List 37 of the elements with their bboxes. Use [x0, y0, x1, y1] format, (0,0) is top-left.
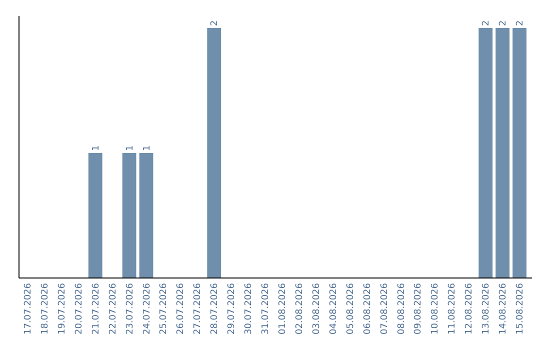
x-tick-label: 21.07.2026 — [91, 282, 102, 335]
x-tick-label: 18.07.2026 — [40, 282, 50, 335]
x-tick-label: 31.07.2026 — [261, 282, 272, 335]
data-label: 1 — [142, 145, 152, 151]
x-tick-label: 04.08.2026 — [328, 282, 339, 335]
x-tick-label: 10.08.2026 — [430, 282, 441, 335]
x-tick-label: 01.08.2026 — [278, 282, 288, 335]
data-label: 1 — [91, 145, 102, 151]
x-tick-label: 30.07.2026 — [244, 282, 254, 335]
x-tick-label: 26.07.2026 — [176, 282, 186, 335]
x-tick-label: 15.08.2026 — [516, 282, 526, 335]
x-tick-label: 02.08.2026 — [294, 282, 305, 335]
x-tick-label: 19.07.2026 — [57, 282, 68, 335]
x-tick-label: 06.08.2026 — [362, 282, 373, 335]
data-label: 1 — [125, 145, 136, 151]
x-tick-label: 11.08.2026 — [448, 282, 458, 335]
x-tick-label: 07.08.2026 — [380, 282, 390, 335]
x-tick-label: 29.07.2026 — [227, 282, 238, 335]
x-tick-label: 25.07.2026 — [159, 282, 170, 335]
x-tick-label: 09.08.2026 — [414, 282, 424, 335]
data-label: 2 — [516, 20, 526, 26]
data-label: 2 — [482, 20, 492, 26]
data-label: 2 — [498, 20, 509, 26]
x-tick-label: 23.07.2026 — [125, 282, 136, 335]
x-tick-label: 17.07.2026 — [23, 282, 34, 335]
x-tick-label: 24.07.2026 — [142, 282, 152, 335]
x-tick-label: 14.08.2026 — [498, 282, 509, 335]
x-tick-label: 22.07.2026 — [108, 282, 118, 335]
x-tick-label: 28.07.2026 — [210, 282, 220, 335]
x-tick-label: 03.08.2026 — [312, 282, 322, 335]
x-tick-label: 27.07.2026 — [193, 282, 204, 335]
x-tick-label: 20.07.2026 — [74, 282, 84, 335]
x-tick-label: 12.08.2026 — [464, 282, 475, 335]
x-tick-label: 13.08.2026 — [482, 282, 492, 335]
x-tick-label: 08.08.2026 — [396, 282, 407, 335]
data-label: 2 — [210, 20, 220, 26]
x-tick-label: 05.08.2026 — [346, 282, 356, 335]
